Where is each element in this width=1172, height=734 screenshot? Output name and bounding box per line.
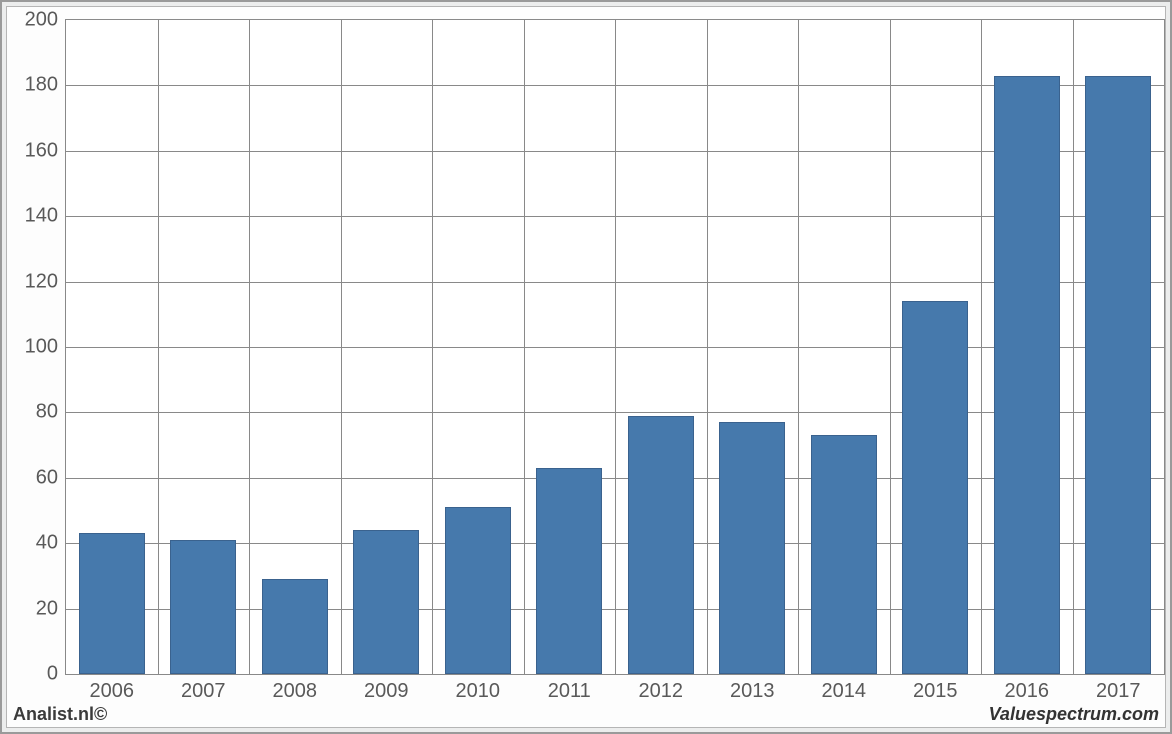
y-tick-label: 180 [25, 74, 58, 97]
bar [902, 301, 968, 674]
bar [536, 468, 602, 674]
y-tick-label: 140 [25, 205, 58, 228]
y-tick-label: 160 [25, 139, 58, 162]
grid-line-v [615, 20, 616, 674]
grid-line-v [890, 20, 891, 674]
y-tick-label: 0 [47, 663, 58, 686]
footer-right: Valuespectrum.com [989, 704, 1159, 725]
x-tick-label: 2009 [364, 680, 409, 703]
y-tick-label: 80 [36, 401, 58, 424]
grid-line-v [432, 20, 433, 674]
chart-panel: 0 20 40 60 80 100 120 140 160 180 200 2006 2007 2008 2… [6, 6, 1166, 728]
bar [994, 76, 1060, 674]
x-tick-label: 2011 [548, 680, 591, 703]
grid-line-v [707, 20, 708, 674]
bar [170, 540, 236, 674]
x-tick-label: 2008 [273, 680, 318, 703]
chart-frame: 0 20 40 60 80 100 120 140 160 180 200 2006 2007 2008 2… [0, 0, 1172, 734]
footer-left: Analist.nl© [13, 704, 107, 725]
y-tick-label: 20 [36, 597, 58, 620]
grid-line-v [524, 20, 525, 674]
y-tick-label: 40 [36, 532, 58, 555]
bar [353, 530, 419, 674]
bar [1085, 76, 1151, 674]
bar [79, 533, 145, 674]
x-tick-label: 2015 [913, 680, 958, 703]
x-tick-label: 2014 [822, 680, 867, 703]
x-tick-label: 2016 [1005, 680, 1050, 703]
bar [628, 416, 694, 674]
x-tick-label: 2006 [90, 680, 135, 703]
x-tick-label: 2013 [730, 680, 775, 703]
bar [719, 422, 785, 674]
y-tick-label: 200 [25, 9, 58, 32]
plot-area: 0204060801001201401601802002006200720082… [65, 19, 1165, 675]
x-tick-label: 2007 [181, 680, 226, 703]
grid-line-v [341, 20, 342, 674]
grid-line-v [158, 20, 159, 674]
grid-line-v [1073, 20, 1074, 674]
bar [445, 507, 511, 674]
x-tick-label: 2010 [456, 680, 501, 703]
x-tick-label: 2017 [1096, 680, 1141, 703]
bar [811, 435, 877, 674]
grid-line-v [798, 20, 799, 674]
y-tick-label: 120 [25, 270, 58, 293]
grid-line-v [981, 20, 982, 674]
grid-line-v [249, 20, 250, 674]
y-tick-label: 100 [25, 336, 58, 359]
bar [262, 579, 328, 674]
y-tick-label: 60 [36, 466, 58, 489]
x-tick-label: 2012 [639, 680, 684, 703]
